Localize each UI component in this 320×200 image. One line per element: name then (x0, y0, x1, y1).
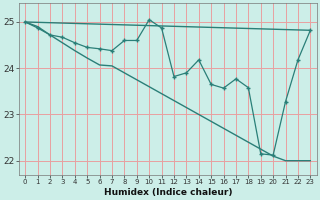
X-axis label: Humidex (Indice chaleur): Humidex (Indice chaleur) (104, 188, 232, 197)
